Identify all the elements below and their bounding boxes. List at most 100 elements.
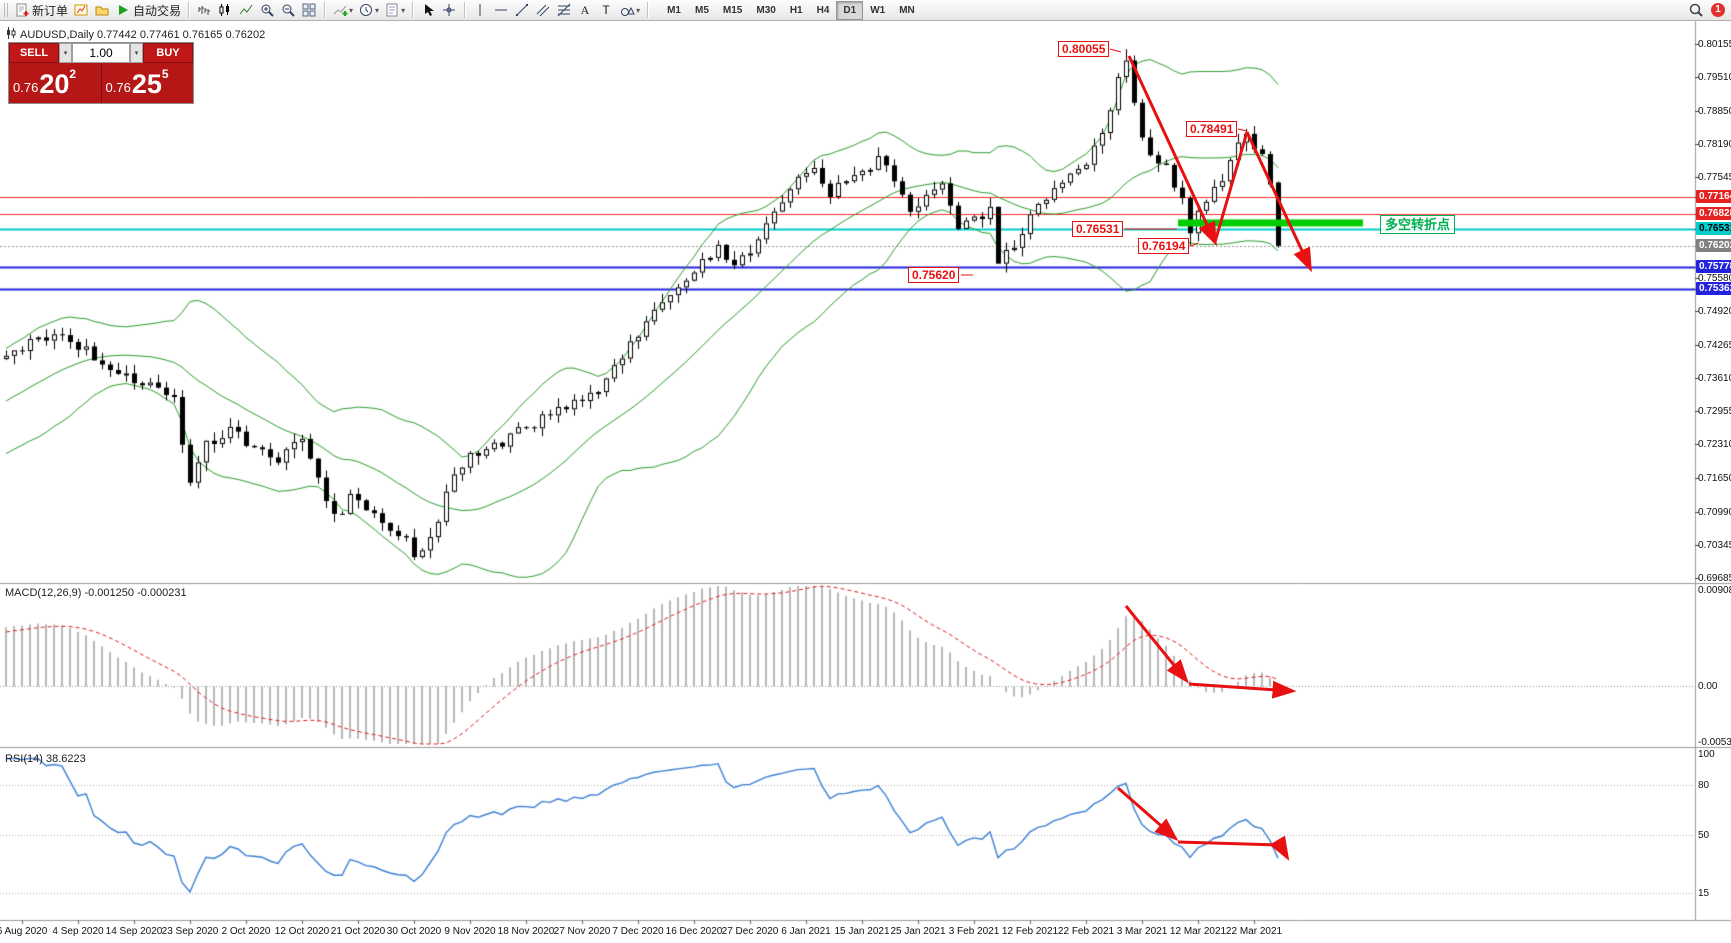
macd-indicator-label: MACD(12,26,9) -0.001250 -0.000231	[5, 587, 187, 599]
horizontal-line-icon	[493, 2, 509, 18]
text-icon: A	[577, 2, 593, 18]
one-click-prices-row: 0.76 20 2 0.76 25 5	[9, 63, 193, 103]
buy-price-prefix: 0.76	[105, 80, 131, 95]
zoom-in-button[interactable]	[257, 1, 277, 20]
vertical-line-icon	[472, 2, 488, 18]
timeframe-m5-button[interactable]: M5	[695, 4, 709, 16]
toolbar-separator	[647, 2, 649, 18]
tile-windows-icon	[301, 2, 317, 18]
toolbar-drag-handle[interactable]	[4, 3, 8, 17]
sell-price-box[interactable]: 0.76 20 2	[9, 63, 101, 103]
trendline-button[interactable]	[512, 1, 532, 20]
line-chart-icon	[238, 2, 254, 18]
sell-price-big: 20	[39, 69, 70, 99]
toolbar-separator	[188, 2, 190, 18]
timeframe-m1-button[interactable]: M1	[667, 4, 681, 16]
zoom-out-icon	[280, 2, 296, 18]
search-button[interactable]	[1686, 1, 1706, 20]
crosshair-button[interactable]	[439, 1, 459, 20]
timeframe-w1-button[interactable]: W1	[870, 4, 886, 16]
new-order-button[interactable]: 新订单	[12, 1, 70, 20]
fibonacci-icon	[556, 2, 572, 18]
sell-price-pip: 2	[69, 67, 77, 81]
dropdown-arrow-icon[interactable]: ▾	[636, 5, 641, 15]
indicators-icon	[332, 2, 348, 18]
pivot-point-label: 多空转折点	[1380, 215, 1456, 234]
tile-windows-button[interactable]	[299, 1, 319, 20]
one-click-trading-panel: SELL ▾ ▾ BUY 0.76 20 2 0.76 25 5	[8, 42, 194, 104]
cursor-button[interactable]	[418, 1, 438, 20]
timeframe-mn-button[interactable]: MN	[899, 4, 915, 16]
templates-icon	[384, 2, 400, 18]
one-click-controls-row: SELL ▾ ▾ BUY	[9, 43, 193, 63]
toolbar-separator	[464, 2, 466, 18]
buy-price-box[interactable]: 0.76 25 5	[101, 63, 193, 103]
profiles-button[interactable]	[92, 1, 112, 20]
horizontal-line-button[interactable]	[491, 1, 511, 20]
vertical-line-button[interactable]	[470, 1, 490, 20]
timeframe-d1-button[interactable]: D1	[836, 0, 864, 20]
bar-chart-icon	[196, 2, 212, 18]
toolbar-items: 新订单 自动交易 ▾ ▾ ▾ A T ▾	[12, 1, 652, 20]
line-chart-button[interactable]	[236, 1, 256, 20]
arrows-shapes-icon	[619, 2, 635, 18]
chart-symbol-icon	[6, 27, 16, 42]
notification-badge[interactable]: 1	[1711, 3, 1725, 17]
volume-dropdown[interactable]: ▾	[130, 43, 143, 63]
new-order-icon	[14, 2, 30, 18]
toolbar-separator	[412, 2, 414, 18]
search-icon	[1688, 2, 1704, 18]
chart-title-text: AUDUSD,Daily 0.77442 0.77461 0.76165 0.7…	[20, 28, 266, 41]
autotrading-button-label: 自动交易	[133, 3, 182, 18]
templates-button[interactable]: ▾	[382, 1, 407, 20]
sell-button[interactable]: SELL	[9, 43, 59, 63]
toolbar-separator	[324, 2, 326, 18]
fibonacci-button[interactable]	[554, 1, 574, 20]
text-label-button[interactable]: T	[596, 1, 616, 20]
equidistant-channel-button[interactable]	[533, 1, 553, 20]
cursor-icon	[420, 2, 436, 18]
zoom-out-button[interactable]	[278, 1, 298, 20]
indicators-button[interactable]: ▾	[330, 1, 355, 20]
autotrading-icon	[115, 2, 131, 18]
crosshair-icon	[441, 2, 457, 18]
dropdown-arrow-icon[interactable]: ▾	[375, 5, 380, 15]
timeframe-m30-button[interactable]: M30	[756, 4, 776, 16]
arrows-shapes-button[interactable]: ▾	[617, 1, 642, 20]
autotrading-button[interactable]: 自动交易	[113, 1, 183, 20]
periods-icon	[358, 2, 374, 18]
timeframe-toolbar: M1 M5 M15 M30 H1 H4 D1 W1 MN	[660, 0, 922, 20]
dropdown-arrow-icon[interactable]: ▾	[349, 5, 354, 15]
volume-input[interactable]	[72, 43, 130, 63]
svg-text:A: A	[581, 3, 590, 17]
profiles-icon	[94, 2, 110, 18]
timeframe-m15-button[interactable]: M15	[722, 4, 743, 16]
main-toolbar: 新订单 自动交易 ▾ ▾ ▾ A T ▾ M1 M5 M15 M30 H1 H4 D1 W1 MN 1	[0, 0, 1731, 21]
candlestick-chart-icon	[217, 2, 233, 18]
text-label-icon: T	[598, 2, 614, 18]
chart-title: AUDUSD,Daily 0.77442 0.77461 0.76165 0.7…	[6, 27, 265, 42]
timeframe-h4-button[interactable]: H4	[816, 4, 830, 16]
toolbar-right-group: 1	[1686, 1, 1727, 20]
sell-price-prefix: 0.76	[13, 80, 39, 95]
text-button[interactable]: A	[575, 1, 595, 20]
equidistant-channel-icon	[535, 2, 551, 18]
zoom-in-icon	[259, 2, 275, 18]
candlestick-chart-button[interactable]	[215, 1, 235, 20]
buy-button[interactable]: BUY	[143, 43, 193, 63]
timeframe-h1-button[interactable]: H1	[789, 4, 803, 16]
rsi-indicator-label: RSI(14) 38.6223	[5, 753, 86, 765]
new-chart-button[interactable]	[71, 1, 91, 20]
new-chart-icon	[73, 2, 89, 18]
svg-text:T: T	[602, 3, 610, 17]
buy-price-pip: 5	[161, 67, 169, 81]
buy-price-big: 25	[131, 69, 162, 99]
trendline-icon	[514, 2, 530, 18]
dropdown-arrow-icon[interactable]: ▾	[401, 5, 406, 15]
sell-options-dropdown[interactable]: ▾	[59, 43, 72, 63]
bar-chart-button[interactable]	[194, 1, 214, 20]
periods-button[interactable]: ▾	[356, 1, 381, 20]
new-order-button-label: 新订单	[32, 3, 69, 18]
